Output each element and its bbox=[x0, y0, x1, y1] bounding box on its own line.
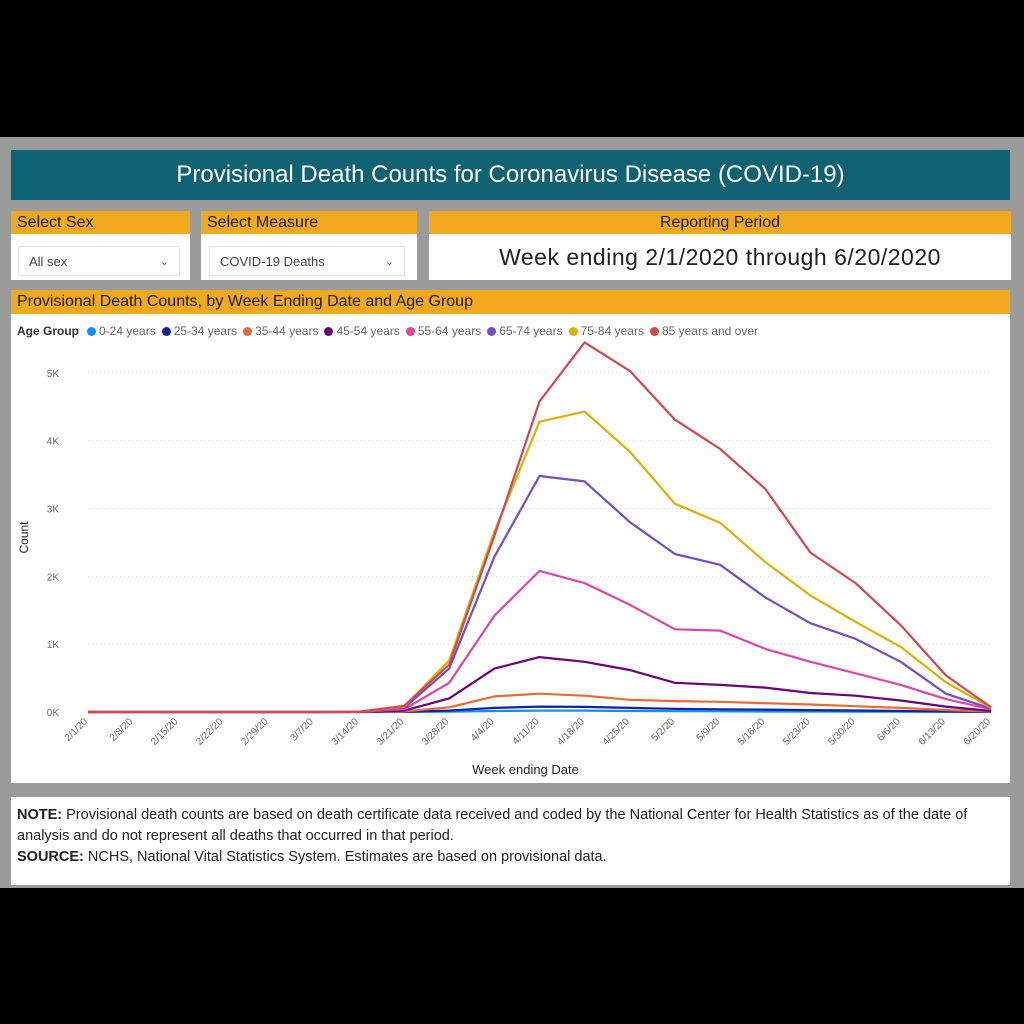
legend-label: 25-34 years bbox=[173, 324, 238, 338]
legend-item[interactable]: 75-84 years bbox=[568, 324, 644, 338]
select-sex-label: Select Sex bbox=[11, 211, 190, 235]
x-tick-label: 4/18/20 bbox=[555, 716, 587, 748]
y-tick-label: 5K bbox=[47, 369, 60, 380]
reporting-period-box bbox=[429, 234, 1011, 280]
y-tick-label: 1K bbox=[47, 640, 60, 651]
line-chart: 0K 1K 2K 3K 4K 5K 2/1/20 2/8/20 2/15/20 2/22/20 2/… bbox=[17, 341, 994, 777]
legend-dot-icon bbox=[405, 326, 415, 336]
x-tick-label: 3/7/20 bbox=[288, 716, 316, 744]
legend: Age Group 0-24 years 25-34 years 35-44 yea… bbox=[17, 324, 764, 338]
dashboard-panel: Provisional Death Counts for Coronavirus… bbox=[0, 137, 1024, 888]
series-line bbox=[88, 341, 992, 714]
reporting-period-value: Week ending 2/1/2020 through 6/20/2020 bbox=[499, 243, 941, 270]
legend-label: 0-24 years bbox=[99, 324, 156, 338]
select-measure-label: Select Measure bbox=[201, 211, 417, 235]
chart-area: Age Group 0-24 years 25-34 years 35-44 yea… bbox=[11, 314, 1010, 783]
x-tick-label: 4/4/20 bbox=[469, 716, 497, 744]
legend-dot-icon bbox=[324, 326, 334, 336]
legend-label: 85 years and over bbox=[661, 324, 759, 338]
legend-item[interactable]: 45-54 years bbox=[324, 324, 400, 338]
y-tick-label: 4K bbox=[47, 437, 60, 448]
x-tick-label: 5/23/20 bbox=[781, 716, 813, 748]
y-tick-label: 2K bbox=[47, 572, 60, 583]
sex-dropdown-value: All sex bbox=[29, 253, 68, 269]
sex-dropdown[interactable]: All sex ⌄ bbox=[18, 246, 180, 276]
x-tick-label: 2/15/20 bbox=[149, 716, 181, 748]
x-tick-label: 2/1/20 bbox=[63, 716, 91, 744]
legend-dot-icon bbox=[243, 326, 253, 336]
series-line bbox=[88, 474, 992, 714]
series-line bbox=[88, 656, 992, 714]
y-tick-label: 3K bbox=[47, 505, 60, 516]
x-tick-label: 3/28/20 bbox=[420, 716, 452, 748]
x-tick-label: 2/22/20 bbox=[194, 716, 226, 748]
legend-item[interactable]: 85 years and over bbox=[649, 324, 759, 338]
series-line bbox=[88, 410, 992, 714]
series-line bbox=[88, 569, 992, 714]
x-tick-label: 3/14/20 bbox=[330, 716, 362, 748]
legend-dot-icon bbox=[487, 326, 497, 336]
x-tick-label: 3/21/20 bbox=[375, 716, 407, 748]
dashboard-title: Provisional Death Counts for Coronavirus… bbox=[11, 150, 1010, 200]
chevron-down-icon: ⌄ bbox=[159, 255, 169, 268]
y-tick-label: 0K bbox=[47, 708, 60, 719]
legend-dot-icon bbox=[568, 326, 578, 336]
reporting-period-label: Reporting Period bbox=[429, 211, 1011, 235]
legend-item[interactable]: 65-74 years bbox=[487, 324, 563, 338]
chart-section-title: Provisional Death Counts, by Week Ending… bbox=[11, 290, 1010, 314]
notes-box: NOTE: Provisional death counts are based… bbox=[11, 797, 1010, 885]
x-tick-label: 2/8/20 bbox=[108, 716, 136, 744]
note-text: NOTE: Provisional death counts are based… bbox=[17, 807, 968, 844]
x-tick-label: 6/20/20 bbox=[962, 716, 994, 748]
legend-label: 55-64 years bbox=[417, 324, 482, 338]
x-tick-label: 5/30/20 bbox=[826, 716, 858, 748]
legend-label: 75-84 years bbox=[580, 324, 644, 338]
x-axis-title: Week ending Date bbox=[472, 762, 579, 777]
x-tick-label: 4/25/20 bbox=[601, 716, 633, 748]
measure-dropdown-value: COVID-19 Deaths bbox=[220, 253, 325, 269]
x-tick-label: 5/16/20 bbox=[736, 716, 768, 748]
x-tick-label: 6/13/20 bbox=[917, 716, 949, 748]
legend-dot-icon bbox=[649, 326, 659, 336]
legend-item[interactable]: 55-64 years bbox=[405, 324, 482, 338]
legend-label: 35-44 years bbox=[255, 324, 319, 338]
legend-item[interactable]: 25-34 years bbox=[161, 324, 238, 338]
legend-title: Age Group bbox=[17, 324, 79, 338]
x-tick-label: 4/11/20 bbox=[511, 716, 542, 747]
y-axis-title: Count bbox=[17, 521, 31, 554]
legend-label: 45-54 years bbox=[336, 324, 400, 338]
legend-item[interactable]: 0-24 years bbox=[87, 324, 156, 338]
x-tick-label: 6/6/20 bbox=[875, 716, 903, 744]
legend-label: 65-74 years bbox=[499, 324, 563, 338]
legend-item[interactable]: 35-44 years bbox=[243, 324, 318, 338]
x-tick-label: 2/29/20 bbox=[239, 716, 271, 748]
measure-dropdown[interactable]: COVID-19 Deaths ⌄ bbox=[209, 246, 405, 276]
x-tick-label: 5/9/20 bbox=[695, 716, 723, 744]
source-text: SOURCE: NCHS, National Vital Statistics … bbox=[17, 849, 607, 865]
x-tick-label: 5/2/20 bbox=[650, 716, 678, 744]
legend-dot-icon bbox=[161, 326, 171, 336]
chevron-down-icon: ⌄ bbox=[384, 255, 394, 268]
legend-dot-icon bbox=[87, 326, 96, 336]
